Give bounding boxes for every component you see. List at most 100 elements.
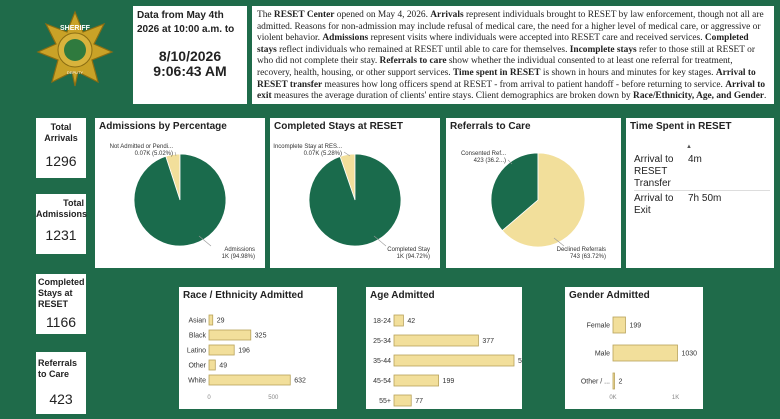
bar-value-label: 632 <box>294 378 306 385</box>
chart-title: Time Spent in RESET <box>630 121 732 132</box>
time-spent-card: Time Spent in RESET ▲ Arrival to RESET T… <box>626 118 774 268</box>
end-time: 9:06:43 AM <box>153 63 227 79</box>
intro-text: . <box>764 91 767 102</box>
bar[interactable] <box>393 354 515 367</box>
bar-category-label: 35-44 <box>373 358 391 365</box>
bar[interactable] <box>393 374 439 387</box>
kpi-completed-stays: Completed Stays at RESET 1166 <box>36 274 86 334</box>
kpi-value: 1296 <box>45 153 77 169</box>
bar[interactable] <box>208 329 252 341</box>
kpi-label: Referrals to Care <box>38 358 78 379</box>
bar[interactable] <box>208 374 291 386</box>
pie-slice-label: Completed Stay <box>387 247 430 253</box>
bar[interactable] <box>612 316 626 334</box>
pie-slice-label: Admissions <box>224 247 255 253</box>
completed-stays-pie-card: Completed Stays at RESET Completed Stay 1… <box>270 118 440 268</box>
badge-bottom-text: DEPUTY <box>67 70 84 75</box>
bar-category-label: Female <box>587 323 610 330</box>
bar-value-label: 196 <box>238 348 250 355</box>
intro-text: opened on May 4, 2026. <box>334 10 431 20</box>
bar-value-label: 325 <box>255 333 267 340</box>
intro-bold-term: RESET Center <box>273 10 335 20</box>
time-row-label: Arrival to RESET Transfer <box>634 154 674 189</box>
race-bar-card: Race / Ethnicity Admitted Asian 29 Black 32… <box>179 287 337 409</box>
pie-slice[interactable] <box>490 152 539 232</box>
bar-category-label: White <box>188 378 206 385</box>
date-range-card: Data from May 4th 2026 at 10:00 a.m. to … <box>133 6 247 104</box>
intro-bold-term: Arrivals <box>430 10 464 20</box>
bar-category-label: Latino <box>187 348 206 355</box>
bar-category-label: Other <box>188 363 206 370</box>
chart-title: Gender Admitted <box>569 290 650 301</box>
chart-title: Referrals to Care <box>450 121 531 132</box>
bar-value-label: 377 <box>482 338 494 345</box>
bar-category-label: 25-34 <box>373 338 391 345</box>
pie-slice[interactable] <box>501 152 586 248</box>
race-bar-chart: Asian 29 Black 325 Latino 196 Other 49 White 632 0… <box>187 314 306 401</box>
bar[interactable] <box>208 344 235 356</box>
pie-leader-line <box>553 237 565 247</box>
chart-title: Admissions by Percentage <box>99 121 227 132</box>
bar-category-label: Male <box>595 351 610 358</box>
pie-slice-value: 743 (63.72%) <box>570 254 606 260</box>
bar[interactable] <box>393 334 479 347</box>
bar-value-label: 1030 <box>681 351 697 358</box>
bar-value-label: 49 <box>219 363 227 370</box>
bar[interactable] <box>208 359 216 371</box>
kpi-referrals: Referrals to Care 423 <box>36 352 86 414</box>
intro-text: refer to those still at RESET or who did… <box>257 44 755 67</box>
pie-leader-line <box>198 235 212 247</box>
intro-text: reflect individuals who remained at RESE… <box>276 44 570 55</box>
bar[interactable] <box>393 394 412 407</box>
kpi-total-arrivals: Total Arrivals 1296 <box>36 118 86 178</box>
bar[interactable] <box>612 344 678 362</box>
gender-bar-chart: Female 199 Male 1030 Other / ... 2 0K 1K <box>581 316 697 401</box>
bar-category-label: 55+ <box>379 398 391 405</box>
bar[interactable] <box>208 314 214 326</box>
sheriff-badge: SHERIFF DEPUTY <box>36 10 114 88</box>
pie-slice[interactable] <box>308 153 402 247</box>
referrals-pie-card: Referrals to Care Declined Referrals 743 … <box>446 118 621 268</box>
intro-text: represent individuals brought to RESET b… <box>257 10 764 44</box>
data-range-label: Data from May 4th 2026 at 10:00 a.m. to <box>137 10 235 35</box>
intro-text: represent visits where individuals were … <box>368 33 705 44</box>
bar-category-label: 45-54 <box>373 378 391 385</box>
bar-category-label: Black <box>189 333 207 340</box>
bar[interactable] <box>393 314 404 327</box>
time-row-value: 7h 50m <box>688 193 722 204</box>
pie-slice[interactable] <box>133 153 227 247</box>
kpi-value: 1166 <box>45 314 77 330</box>
pie-leader-line <box>174 151 177 157</box>
bar-category-label: Other / ... <box>581 379 610 386</box>
bar-value-label: 42 <box>407 318 415 325</box>
axis-tick-label: 1K <box>672 395 679 401</box>
intro-paragraph: The RESET Center opened on May 4, 2026. … <box>252 6 774 104</box>
intro-bold-term: Incomplete stays <box>569 44 637 55</box>
pie-slice-label: Incomplete Stay at RES... <box>273 144 342 150</box>
bar-value-label: 2 <box>619 379 623 386</box>
bar-category-label: 18-24 <box>373 318 391 325</box>
pie-leader-line <box>343 151 351 157</box>
pie-slice-label: Not Admitted or Pendi... <box>110 144 174 150</box>
kpi-label: Completed Stays at RESET <box>38 277 85 309</box>
pie-leader-line <box>507 159 513 165</box>
intro-bold-term: Time spent in RESET <box>452 67 541 78</box>
kpi-total-admissions: Total Admissions 1231 <box>36 194 88 254</box>
pie-slice-value: 1K (94.72%) <box>397 254 430 260</box>
sort-arrow-icon[interactable]: ▲ <box>686 144 692 150</box>
time-row-value: 4m <box>688 154 702 165</box>
intro-text: is shown in hours and minutes for key st… <box>540 67 716 78</box>
kpi-label: Total Admissions <box>36 198 88 219</box>
end-date: 8/10/2026 <box>158 48 222 64</box>
axis-tick-label: 500 <box>268 395 279 401</box>
bar[interactable] <box>612 372 615 390</box>
bar-category-label: Asian <box>188 318 206 325</box>
kpi-label: Total Arrivals <box>44 122 78 143</box>
kpi-value: 1231 <box>45 227 77 243</box>
time-row-label: Arrival to Exit <box>634 193 674 216</box>
pie-slice-value: 0.07K (5.02%) <box>135 151 173 157</box>
intro-bold-term: Race/Ethnicity, Age, and Gender <box>633 91 765 102</box>
